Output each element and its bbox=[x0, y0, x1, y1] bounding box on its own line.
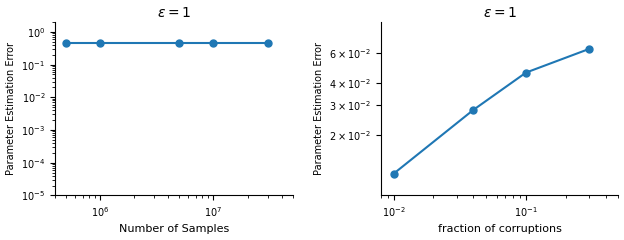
Y-axis label: Parameter Estimation Error: Parameter Estimation Error bbox=[6, 42, 16, 175]
Title: $\varepsilon = 1$: $\varepsilon = 1$ bbox=[157, 6, 191, 19]
X-axis label: Number of Samples: Number of Samples bbox=[119, 224, 229, 234]
X-axis label: fraction of corruptions: fraction of corruptions bbox=[437, 224, 562, 234]
Title: $\varepsilon = 1$: $\varepsilon = 1$ bbox=[482, 6, 517, 19]
Y-axis label: Parameter Estimation Error: Parameter Estimation Error bbox=[313, 42, 323, 175]
